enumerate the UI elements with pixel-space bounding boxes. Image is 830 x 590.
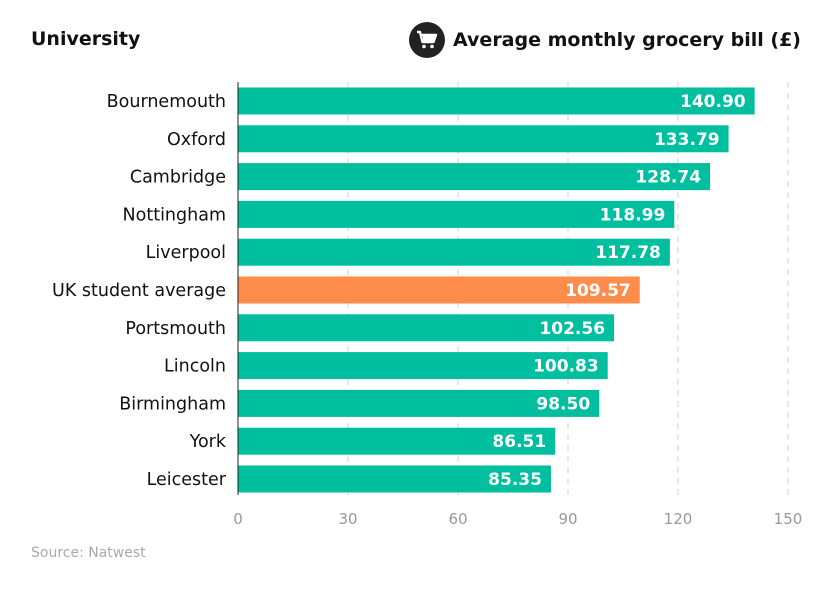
data-label: 109.57 <box>565 281 631 301</box>
data-label: 86.51 <box>492 432 546 452</box>
x-tick-label: 120 <box>664 510 693 528</box>
bar <box>238 465 551 493</box>
x-tick-label: 60 <box>448 510 467 528</box>
category-label: Bournemouth <box>107 92 226 112</box>
category-label: Liverpool <box>146 243 226 263</box>
data-label: 98.50 <box>536 394 590 414</box>
x-tick-label: 150 <box>774 510 803 528</box>
bar <box>238 352 608 380</box>
category-label: Oxford <box>167 130 226 150</box>
chart-title: Average monthly grocery bill (£) <box>409 22 801 58</box>
data-label: 85.35 <box>488 470 542 490</box>
category-label: UK student average <box>52 281 226 301</box>
bar <box>238 314 615 342</box>
x-tick-label: 90 <box>558 510 577 528</box>
category-label: Nottingham <box>123 205 226 225</box>
bar <box>238 389 600 417</box>
data-label: 140.90 <box>680 92 746 112</box>
data-label: 117.78 <box>595 243 661 263</box>
chart-title-text: Average monthly grocery bill (£) <box>453 29 801 51</box>
data-label: 133.79 <box>654 130 720 150</box>
category-label: Lincoln <box>164 357 226 377</box>
bar <box>238 163 711 191</box>
bar <box>238 87 755 115</box>
data-label: 100.83 <box>533 357 599 377</box>
category-header: University <box>31 28 141 50</box>
source-note: Source: Natwest <box>31 545 146 561</box>
x-tick-label: 30 <box>338 510 357 528</box>
data-label: 118.99 <box>600 205 666 225</box>
category-label: Birmingham <box>119 394 226 414</box>
data-label: 128.74 <box>635 168 701 188</box>
bar <box>238 125 729 153</box>
x-tick-label: 0 <box>233 510 243 528</box>
bar <box>238 427 556 455</box>
category-label: Leicester <box>147 470 227 490</box>
data-label: 102.56 <box>539 319 605 339</box>
category-label: York <box>189 432 227 452</box>
category-label: Cambridge <box>130 168 226 188</box>
category-label: Portsmouth <box>125 319 226 339</box>
bar <box>238 276 640 304</box>
bar <box>238 238 670 266</box>
bar <box>238 200 675 228</box>
shopping-cart-icon <box>409 22 446 58</box>
